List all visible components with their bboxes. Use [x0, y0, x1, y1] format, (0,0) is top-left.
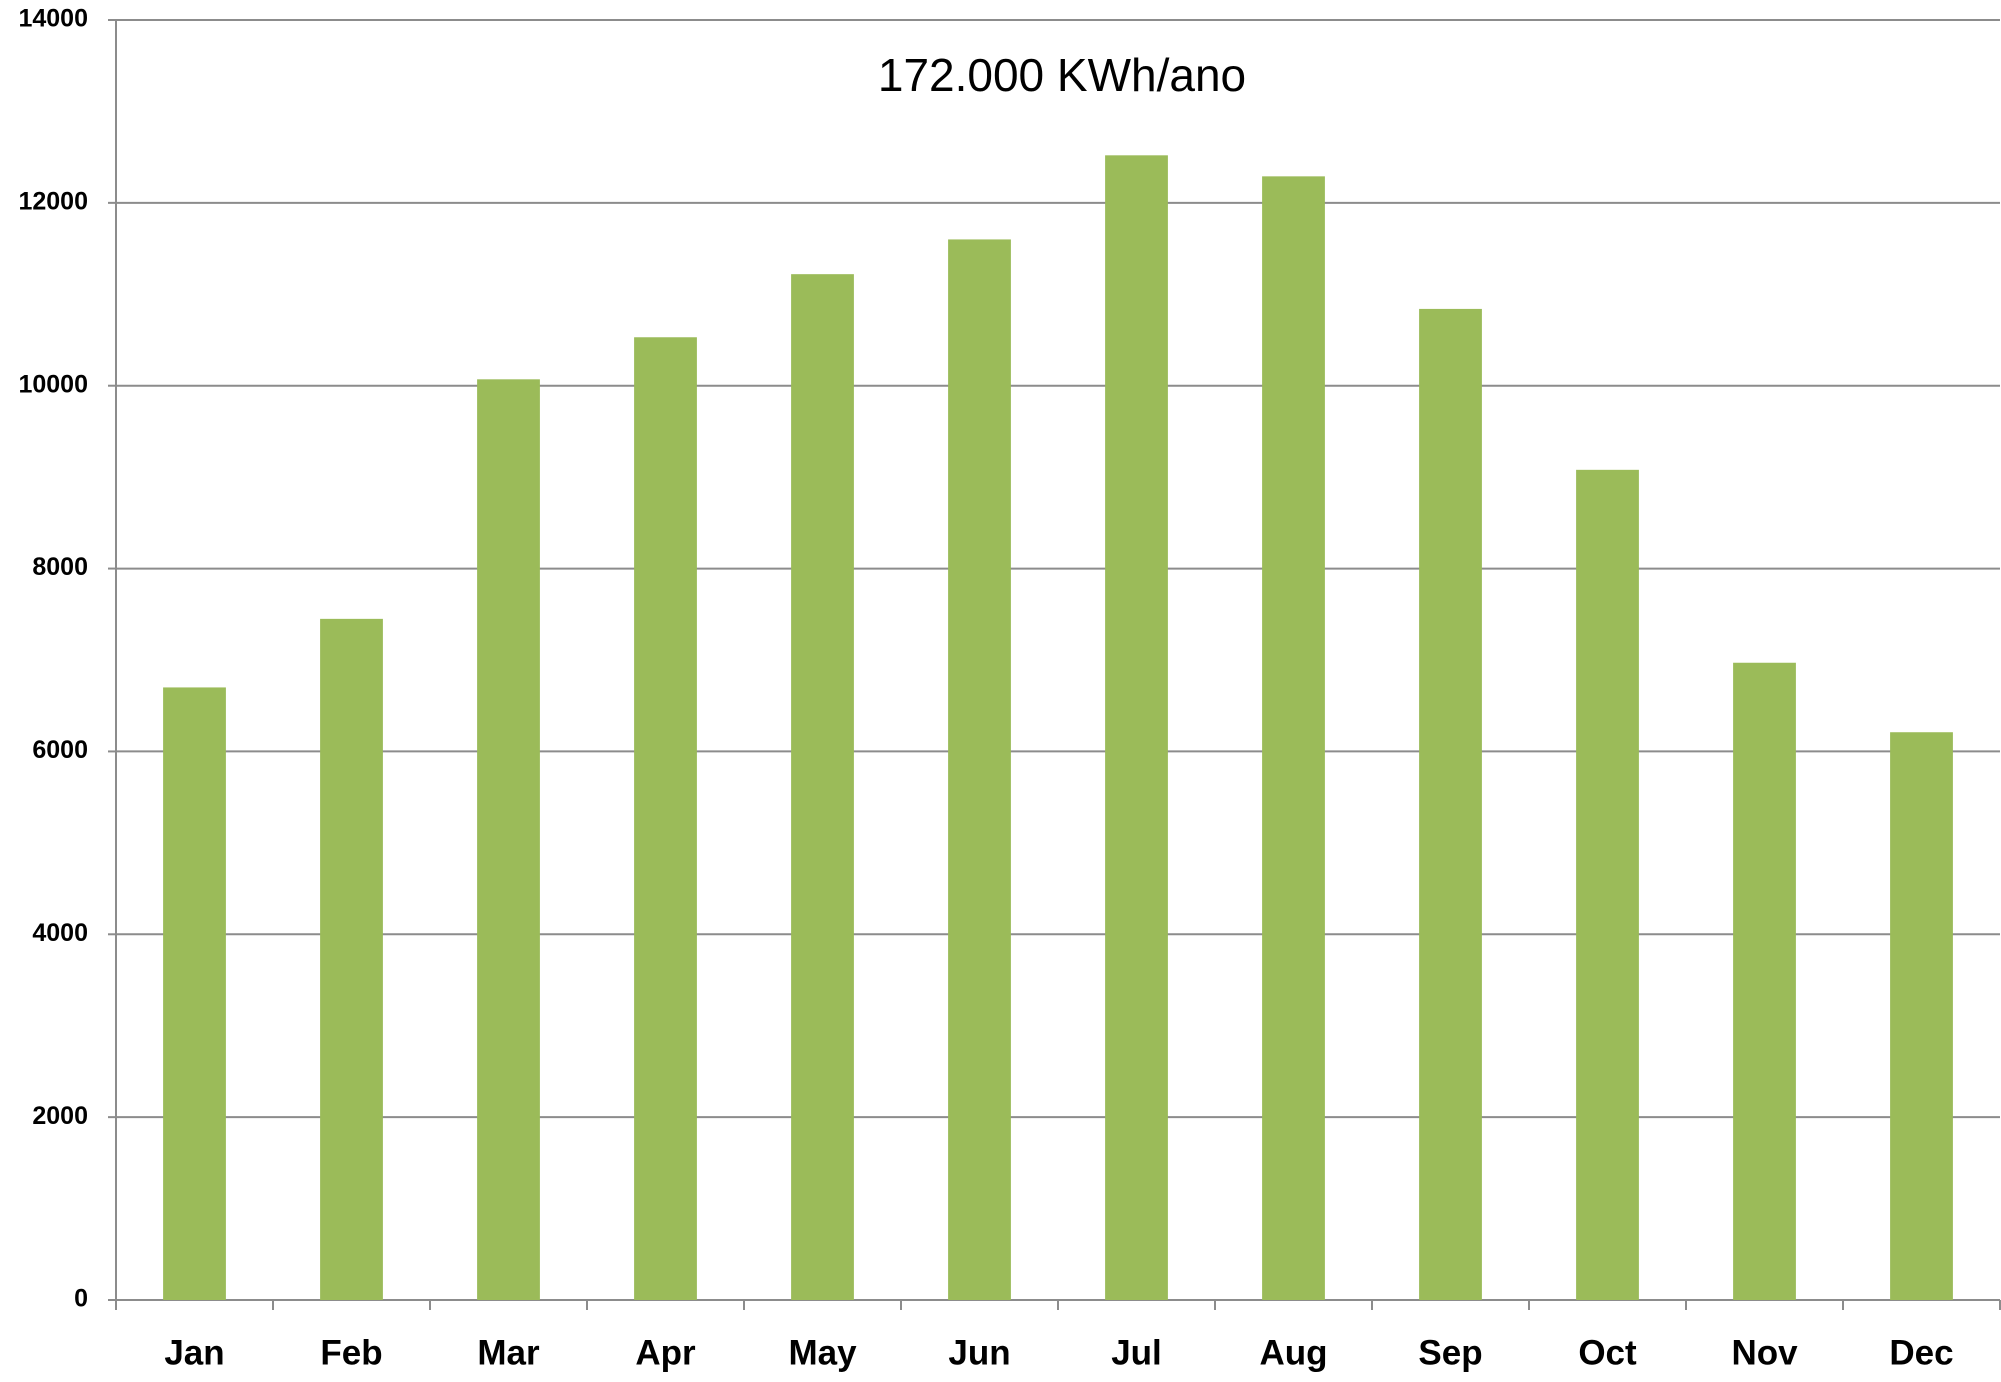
x-tick-label: Feb — [320, 1333, 382, 1372]
x-tick-label: Jul — [1111, 1333, 1162, 1372]
x-tick-label: Jun — [948, 1333, 1010, 1372]
x-tick-label: Sep — [1418, 1333, 1482, 1372]
x-tick-label: Nov — [1731, 1333, 1798, 1372]
y-tick-label: 0 — [74, 1285, 88, 1313]
y-tick-label: 2000 — [32, 1102, 88, 1130]
bar — [320, 618, 383, 1300]
x-tick-label: Apr — [635, 1333, 696, 1372]
chart-title: 172.000 KWh/ano — [878, 49, 1246, 101]
y-tick-label: 6000 — [32, 736, 88, 764]
y-tick-label: 8000 — [32, 553, 88, 581]
x-tick-label: Mar — [477, 1333, 540, 1372]
y-tick-label: 14000 — [18, 5, 88, 33]
bar — [1105, 155, 1168, 1300]
bar — [1419, 308, 1482, 1300]
x-tick-label: Dec — [1889, 1333, 1953, 1372]
x-tick-label: Aug — [1259, 1333, 1327, 1372]
bar — [1733, 662, 1796, 1300]
bar — [791, 274, 854, 1301]
bar — [634, 337, 697, 1300]
y-tick-label: 4000 — [32, 919, 88, 947]
bar — [948, 239, 1011, 1300]
y-tick-label: 10000 — [18, 370, 88, 398]
x-tick-label: May — [788, 1333, 857, 1372]
bar — [477, 379, 540, 1300]
x-tick-label: Oct — [1578, 1333, 1637, 1372]
bar — [163, 687, 226, 1300]
y-tick-label: 12000 — [18, 187, 88, 215]
x-tick-label: Jan — [164, 1333, 224, 1372]
bar — [1576, 469, 1639, 1300]
bar — [1262, 176, 1325, 1300]
bar — [1890, 732, 1953, 1300]
